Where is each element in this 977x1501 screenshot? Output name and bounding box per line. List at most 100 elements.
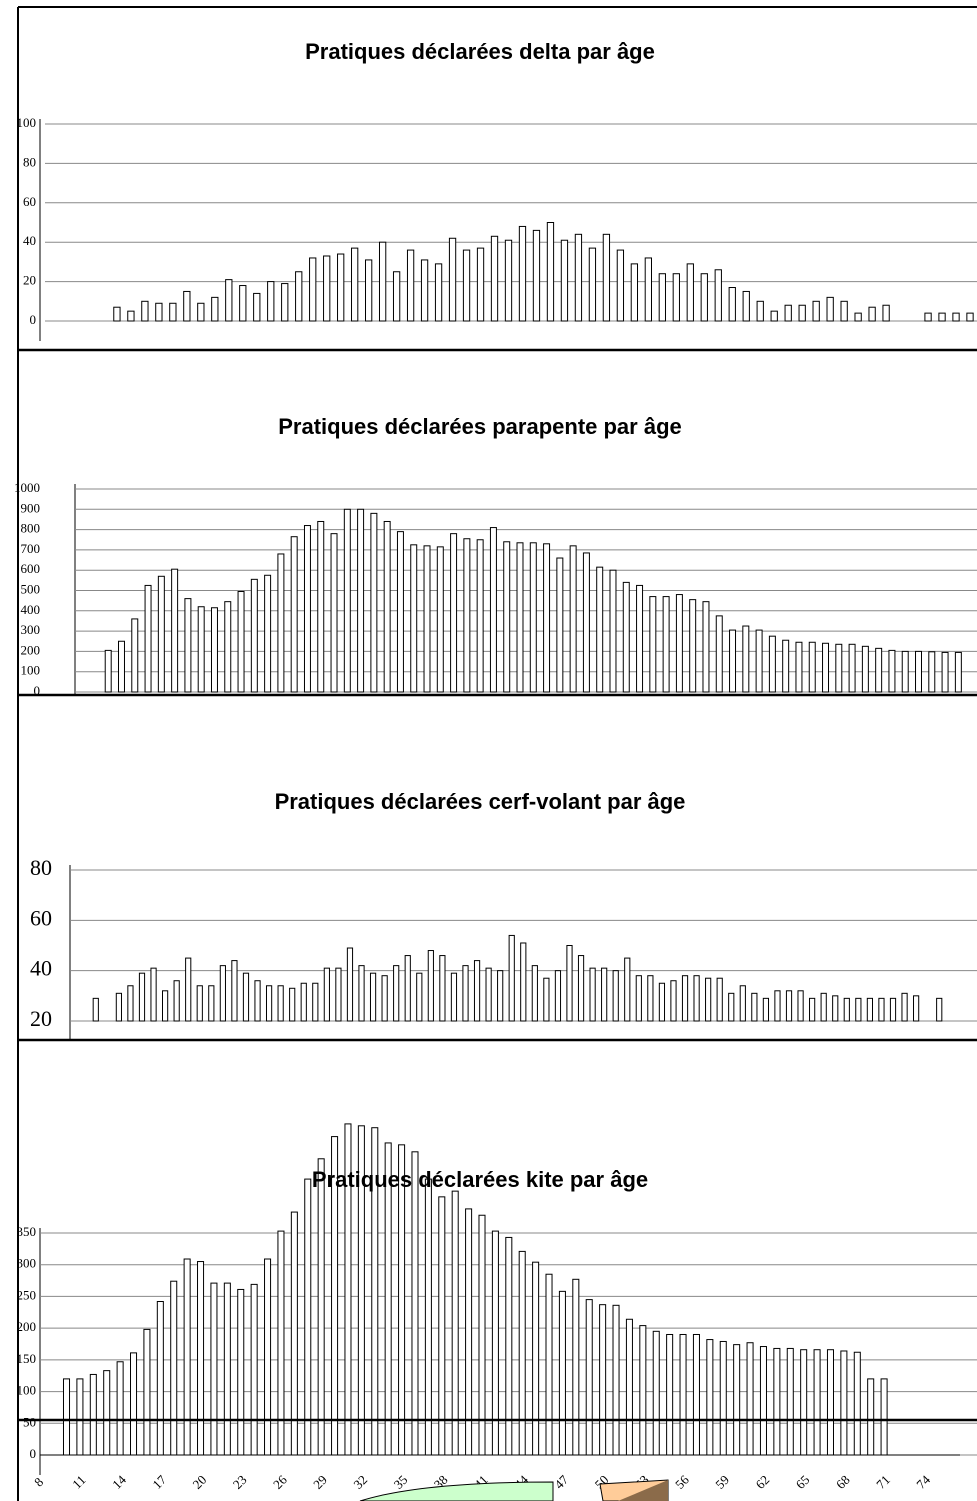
bar (518, 1250, 526, 1456)
bar (809, 997, 816, 1022)
bar (848, 643, 856, 693)
bar (450, 533, 458, 693)
x-tick-label: 59 (712, 1472, 732, 1492)
bar (434, 263, 443, 322)
bar (295, 271, 303, 322)
bar (529, 542, 537, 693)
bar (127, 985, 134, 1022)
bar (774, 990, 781, 1022)
bar (508, 934, 515, 1022)
bar (616, 249, 625, 322)
bar (755, 629, 763, 693)
bar (491, 1230, 499, 1456)
bar (196, 985, 203, 1022)
bar (462, 965, 469, 1022)
bar (880, 1378, 888, 1456)
bar (404, 955, 411, 1022)
bar (411, 1151, 419, 1456)
x-tick-label: 14 (109, 1472, 129, 1492)
y-tick-label: 60 (23, 194, 36, 209)
bar (358, 965, 365, 1022)
bar (317, 1158, 325, 1456)
bar (239, 285, 247, 322)
x-tick-label: 65 (793, 1472, 813, 1492)
bar (889, 997, 897, 1022)
bar (742, 625, 750, 693)
y-tick-label: 40 (30, 956, 52, 981)
bar (966, 312, 974, 322)
bar (936, 997, 943, 1022)
x-tick-label: 29 (310, 1472, 330, 1492)
bar (798, 304, 806, 322)
bar (813, 1349, 821, 1456)
bar (770, 310, 778, 322)
bar (157, 575, 165, 693)
bar (855, 997, 862, 1022)
bar (928, 651, 936, 693)
bar (715, 615, 723, 693)
bar (751, 992, 758, 1022)
bar (406, 249, 415, 322)
bar (304, 1178, 312, 1456)
bar (706, 1339, 714, 1456)
bar (589, 967, 596, 1022)
y-tick-label: 0 (30, 312, 37, 327)
bar (381, 975, 388, 1022)
bar (330, 533, 338, 693)
bar (599, 1304, 607, 1456)
bar (835, 643, 843, 693)
bar (115, 992, 122, 1022)
bar (545, 1273, 553, 1456)
bar (520, 942, 527, 1022)
bar (277, 985, 284, 1022)
bar (254, 980, 261, 1022)
bar (118, 640, 125, 693)
bar (582, 552, 590, 693)
bar (264, 574, 272, 693)
bar (636, 584, 644, 693)
bar (733, 1344, 741, 1456)
bar (127, 310, 135, 322)
bar (370, 512, 378, 693)
bar (679, 1333, 687, 1456)
bar (658, 982, 666, 1022)
bar (681, 975, 689, 1022)
bar (436, 546, 444, 693)
bar (346, 947, 354, 1022)
bar (786, 1347, 794, 1456)
bar (463, 538, 471, 693)
bar (219, 965, 226, 1022)
y-tick-label: 200 (17, 1319, 37, 1334)
bar (416, 972, 423, 1022)
bar (438, 1196, 446, 1456)
bar (208, 985, 215, 1022)
y-tick-label: 0 (30, 1446, 37, 1461)
bar (489, 527, 497, 693)
bar (281, 283, 289, 322)
bar (420, 259, 429, 322)
bar (572, 1278, 580, 1456)
bar (938, 312, 946, 322)
bar (448, 237, 457, 322)
bar (223, 1282, 231, 1456)
bar (185, 957, 192, 1022)
bar (729, 629, 737, 693)
bar (424, 1178, 432, 1456)
bar (602, 233, 611, 322)
bar (773, 1347, 781, 1456)
bar (716, 977, 723, 1022)
y-tick-label: 700 (21, 541, 41, 556)
chart: 0 50 100 150 200 250 300 350 8 11 14 17 20 23 26 29 32 35… (17, 1123, 977, 1492)
bar (941, 651, 949, 693)
bar (531, 965, 538, 1022)
bar (609, 569, 617, 693)
bar (465, 1208, 473, 1456)
bar (144, 584, 152, 693)
bar (670, 980, 677, 1022)
bar (746, 1342, 754, 1456)
bar (840, 1350, 848, 1456)
bar (357, 508, 365, 693)
y-tick-label: 0 (34, 683, 41, 698)
bar (503, 541, 511, 693)
y-tick-label: 900 (21, 500, 41, 515)
